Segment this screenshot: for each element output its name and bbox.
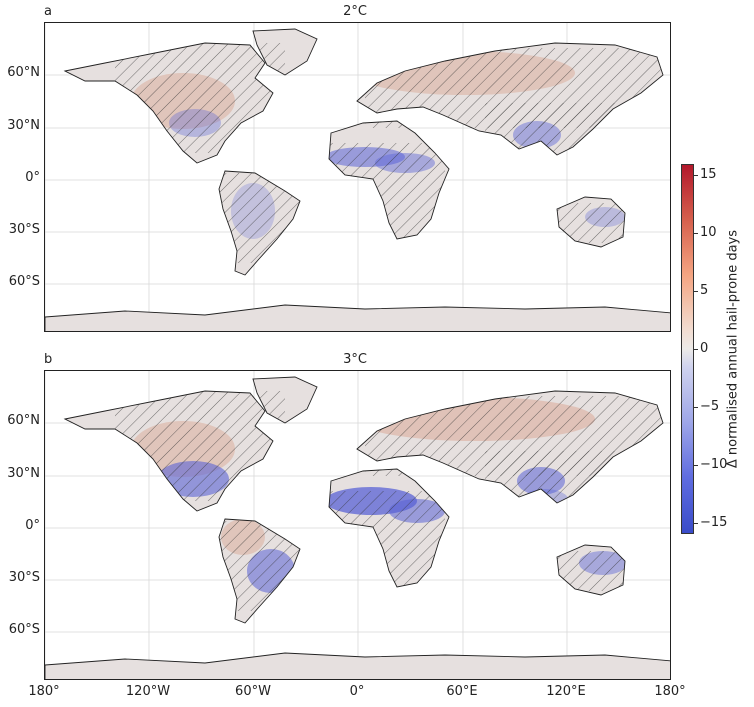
continent-antarctica: [45, 305, 670, 331]
coastlines: [45, 376, 670, 679]
lon-label-60e: 60°E: [446, 684, 478, 699]
lon-label-120w: 120°W: [125, 684, 171, 699]
lat-label-0-a: 0°: [25, 170, 40, 185]
panel-a-letter: a: [44, 4, 52, 19]
colorbar-tick-15: 15: [694, 167, 717, 182]
lat-label-0-b: 0°: [25, 518, 40, 533]
panel-b-letter: b: [44, 352, 53, 367]
colorbar-tick-0: 0: [693, 341, 709, 356]
lon-label-120e: 120°E: [546, 684, 586, 699]
lat-label-60n-b: 60°N: [7, 413, 40, 428]
lat-label-60s-b: 60°S: [8, 622, 40, 637]
continent-antarctica: [45, 653, 670, 679]
lat-label-30n-b: 30°N: [7, 466, 40, 481]
lon-label-180e: 180°: [654, 684, 686, 699]
colorbar: [681, 164, 694, 534]
lat-label-60n-a: 60°N: [7, 65, 40, 80]
lat-label-30s-a: 30°S: [8, 222, 40, 237]
lon-label-180w: 180°: [28, 684, 60, 699]
lon-label-60w: 60°W: [235, 684, 271, 699]
colorbar-tick-5: 5: [693, 283, 709, 298]
map-b-svg: [45, 371, 670, 679]
colorbar-tick-minus15: −15: [693, 515, 728, 530]
colorbar-tick-minus5: −5: [693, 399, 720, 414]
lat-label-30n-a: 30°N: [7, 118, 40, 133]
coastlines: [45, 28, 670, 331]
panel-a-title: 2°C: [343, 4, 367, 19]
map-a-svg: [45, 23, 670, 331]
map-panel-a: [44, 22, 671, 332]
lat-label-60s-a: 60°S: [8, 274, 40, 289]
colorbar-tick-minus10: −10: [693, 457, 728, 472]
panel-b-title: 3°C: [343, 352, 367, 367]
lat-label-30s-b: 30°S: [8, 570, 40, 585]
lon-label-0: 0°: [349, 684, 365, 699]
colorbar-tick-10: 10: [694, 225, 717, 240]
map-panel-b: [44, 370, 671, 680]
colorbar-label: Δ normalised annual hail-prone days: [725, 229, 741, 469]
